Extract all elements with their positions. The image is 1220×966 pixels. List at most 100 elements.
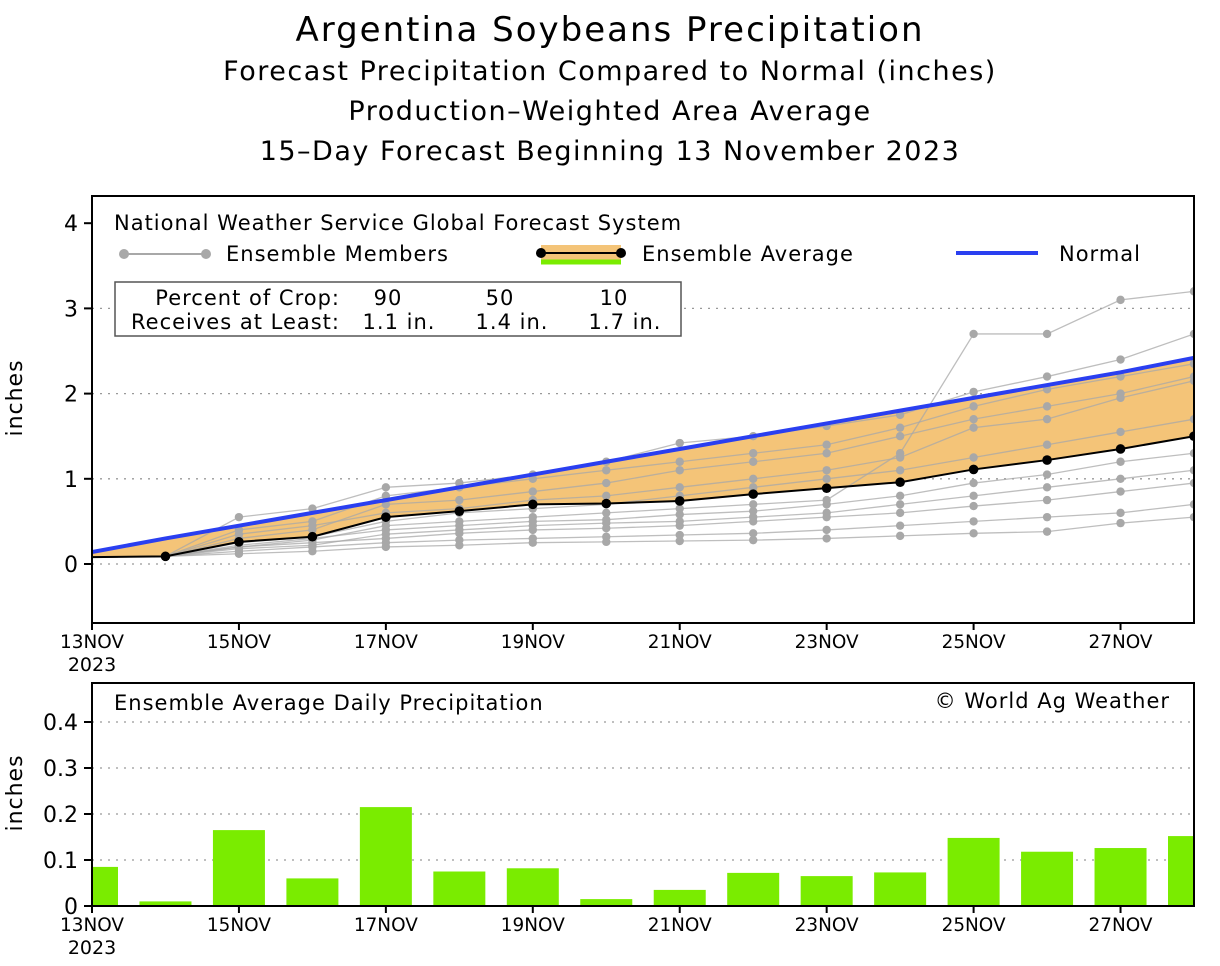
x-tick-label: 23NOV [795,914,859,936]
ensemble-average-point [454,506,465,516]
x-tick-label: 15NOV [207,914,271,936]
ensemble-average-point [381,512,391,522]
ensemble-average-point [968,464,979,475]
top-x-axis: 13NOV 15NOV 17NOV 19NOV 21NOV 23NOV 25NOV 27NOV… [60,623,1153,676]
credit-text: © World Ag Weather [935,689,1170,713]
ensemble-member-point [969,501,978,511]
ensemble-member-point [455,521,464,530]
ensemble-member-point [675,438,684,448]
ensemble-member-point [969,529,978,538]
ensemble-member-point [1189,449,1194,458]
ensemble-member-point [895,466,905,475]
ensemble-member-point [308,521,317,530]
ensemble-average-point [1189,431,1194,441]
ensemble-member-point [234,529,244,539]
x-tick-label: 19NOV [501,631,565,653]
top-y-tick-label: 1 [64,468,78,493]
daily-precip-bar [580,899,633,906]
top-y-tick-label: 4 [64,212,78,237]
crop-box-frame [114,281,682,337]
ensemble-member-point [749,512,758,522]
legend-system: National Weather Service Global Forecast… [114,211,682,235]
ensemble-average-point [1042,455,1052,465]
legend-members-marker [201,249,211,259]
ensemble-member-line [92,333,1194,558]
ensemble-member-point [1042,329,1052,339]
ensemble-member-line [92,375,1194,558]
legend-average-marker [616,248,626,258]
ensemble-member-point [602,515,611,524]
daily-precip-bar [874,872,927,906]
top-plot-frame [91,195,1195,624]
daily-precip-bar [433,871,486,906]
x-tick-year: 2023 [68,937,116,959]
top-y-tick-label: 3 [64,297,78,322]
daily-precip-bar [506,868,559,906]
ensemble-member-line [92,290,1194,558]
x-tick-label: 25NOV [942,631,1006,653]
legend-average-label: Ensemble Average [642,242,854,266]
ensemble-member-point [1189,376,1194,386]
ensemble-member-point [895,521,905,530]
ensemble-member-point [602,491,611,501]
bottom-y-tick-label: 0.3 [43,757,78,782]
ensemble-member-point [675,483,684,492]
ensemble-member-point [675,530,684,540]
ensemble-member-point [1189,478,1194,488]
ensemble-member-point [822,440,831,449]
x-tick-label: 15NOV [207,631,271,653]
ensemble-average-point [234,537,244,547]
ensemble-member-line [92,469,1194,558]
ensemble-average-point [674,496,685,506]
bottom-plot-frame [91,682,1195,907]
daily-bars [92,807,1194,906]
daily-precip-bar [286,878,339,906]
daily-precip-bar [1168,836,1194,906]
ensemble-member-point [675,457,684,466]
ensemble-member-point [381,483,391,492]
ensemble-member-point [1116,474,1125,483]
normal-series-line [92,355,1194,555]
legend-normal-label: Normal [1059,242,1141,266]
ensemble-average-point [528,499,538,510]
ensemble-member-point [1189,500,1194,509]
ensemble-member-point [1042,414,1052,424]
ensemble-member-point [1116,487,1125,496]
x-tick-label: 13NOV [60,631,124,653]
ensemble-member-point [455,535,464,545]
ensemble-average-series [92,435,1194,559]
ensemble-average-point [160,551,171,562]
x-tick-label: 19NOV [501,914,565,936]
ensemble-member-point [1116,295,1125,305]
daily-precip-bar [1094,848,1147,906]
ensemble-member-line [92,482,1194,558]
x-tick-label: 25NOV [942,914,1006,936]
top-y-tick-label: 0 [64,553,78,578]
ensemble-member-point [308,541,317,550]
bottom-panel-title: Ensemble Average Daily Precipitation [114,691,544,715]
daily-precip-bar [212,830,265,906]
crop-percent-50: 50 [486,286,515,310]
ensemble-member-point [1116,457,1125,466]
bottom-y-tick-label: 0 [64,895,78,920]
ensemble-member-point [1189,414,1194,424]
ensemble-member-point [969,491,978,501]
chart-titles: Argentina Soybeans Precipitation Forecas… [0,8,1220,172]
bottom-y-tick-label: 0.2 [43,803,78,828]
ensemble-member-point [895,500,905,509]
ensemble-member-point [602,478,611,488]
ensemble-member-point [969,402,978,411]
daily-precip-bar [359,807,412,906]
crop-percent-90: 90 [374,286,403,310]
ensemble-member-point [1116,393,1125,403]
ensemble-member-point [969,414,978,424]
ensemble-member-point [1042,372,1052,381]
chart-subtitle-1: Forecast Precipitation Compared to Norma… [223,56,997,87]
top-y-axis: 0 1 2 3 4 [64,212,92,578]
crop-percent-10: 10 [600,286,629,310]
x-tick-label: 27NOV [1089,631,1153,653]
ensemble-average-point [307,531,318,542]
ensemble-average-point [821,483,832,493]
ensemble-member-point [1116,508,1125,518]
ensemble-average-point [895,477,905,488]
